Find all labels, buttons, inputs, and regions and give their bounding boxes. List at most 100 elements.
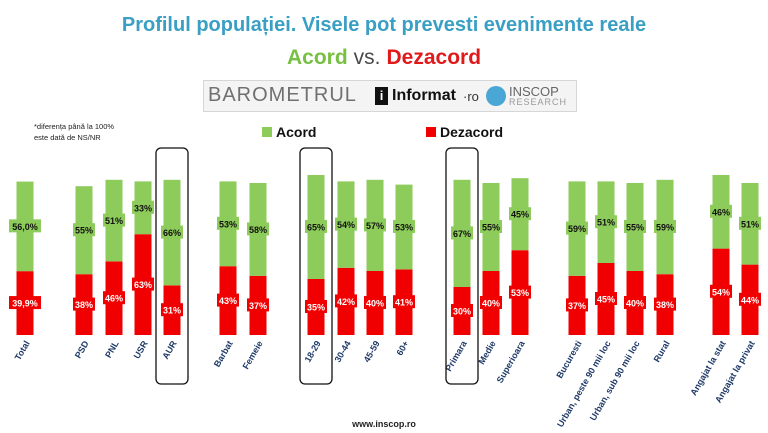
data-label-dezacord-psd: 38% — [75, 300, 93, 310]
data-label-acord-total: 56,0% — [12, 222, 38, 232]
label-bg-acord-60 — [393, 220, 415, 233]
label-bg-acord-bucuresti — [566, 221, 588, 235]
chart-title: Profilul populației. Visele pot prevesti… — [121, 14, 647, 36]
data-label-dezacord-usr: 63% — [134, 280, 152, 290]
label-bg-dezacord-urban-sub-90-mii-loc — [624, 296, 646, 309]
label-bg-dezacord-18-29 — [305, 300, 327, 313]
tick-label-18-29: 18-29 — [303, 339, 323, 364]
label-bg-acord-primara — [451, 226, 473, 240]
data-label-acord-18-29: 65% — [307, 223, 325, 233]
label-bg-dezacord-medie — [480, 296, 502, 309]
subtitle-agree: Acord — [286, 46, 348, 69]
data-label-acord-bucuresti: 59% — [568, 224, 586, 234]
data-label-dezacord-45-59: 40% — [366, 299, 384, 309]
footnote-line-2: este dată de NS/NR — [34, 133, 101, 142]
data-label-dezacord-aur: 31% — [163, 306, 181, 316]
legend-disagree-swatch — [426, 127, 436, 137]
data-label-dezacord-pnl: 46% — [105, 294, 123, 304]
label-bg-acord-rural — [654, 220, 676, 233]
tick-label-aur: AUR — [160, 339, 179, 361]
data-label-acord-psd: 55% — [75, 226, 93, 236]
label-bg-dezacord-primara — [451, 304, 473, 317]
tick-label-barbat: Barbat — [212, 339, 235, 369]
label-bg-dezacord-urban-peste-90-mii-loc — [595, 292, 617, 305]
data-label-acord-urban-sub-90-mii-loc: 55% — [626, 223, 644, 233]
tick-label-primara: Primara — [443, 338, 469, 373]
data-label-dezacord-60: 41% — [395, 298, 413, 308]
subtitle-vs: vs. — [353, 46, 381, 69]
label-bg-dezacord-aur — [161, 303, 183, 317]
inscop-research-text: RESEARCH — [509, 97, 568, 107]
label-bg-dezacord-usr — [132, 277, 154, 291]
informat-logo-suffix: ·ro — [463, 89, 479, 104]
data-label-dezacord-bucuresti: 37% — [568, 301, 586, 311]
data-label-acord-medie: 55% — [482, 223, 500, 233]
data-label-acord-primara: 67% — [453, 229, 471, 239]
label-bg-acord-urban-peste-90-mii-loc — [595, 215, 617, 229]
highlight-box-18-29 — [299, 147, 333, 385]
label-bg-acord-45-59 — [364, 218, 386, 232]
label-bg-dezacord-60 — [393, 295, 415, 309]
data-label-acord-angajat-la-privat: 51% — [741, 219, 759, 229]
data-label-acord-urban-peste-90-mii-loc: 51% — [597, 218, 615, 228]
data-label-dezacord-angajat-la-privat: 44% — [741, 295, 759, 305]
label-bg-acord-angajat-la-stat — [710, 204, 732, 218]
legend-disagree-label: Dezacord — [440, 124, 504, 140]
label-bg-acord-usr — [132, 200, 154, 214]
label-bg-acord-pnl — [103, 213, 125, 227]
label-bg-dezacord-barbat — [217, 293, 239, 307]
tick-label-45-59: 45-59 — [362, 339, 382, 364]
informat-logo-icon: i — [375, 87, 388, 105]
tick-label-30-44: 30-44 — [333, 339, 353, 364]
tick-label-total: Total — [13, 339, 32, 362]
data-label-acord-45-59: 57% — [366, 221, 384, 231]
tick-label-psd: PSD — [73, 339, 91, 360]
data-label-dezacord-superioara: 53% — [511, 288, 529, 298]
data-label-dezacord-30-44: 42% — [337, 297, 355, 307]
tick-label-rural: Rural — [652, 339, 672, 364]
highlight-box-primara — [445, 147, 479, 385]
data-label-dezacord-urban-sub-90-mii-loc: 40% — [626, 299, 644, 309]
label-bg-acord-total — [9, 219, 41, 233]
label-bg-acord-30-44 — [335, 217, 357, 231]
data-label-dezacord-femeie: 37% — [249, 301, 267, 311]
label-bg-acord-18-29 — [305, 220, 327, 233]
label-bg-dezacord-psd — [73, 297, 95, 311]
data-label-dezacord-medie: 40% — [482, 299, 500, 309]
data-label-dezacord-urban-peste-90-mii-loc: 45% — [597, 295, 615, 305]
data-label-acord-superioara: 45% — [511, 210, 529, 220]
data-label-acord-60: 53% — [395, 223, 413, 233]
label-bg-dezacord-superioara — [509, 285, 531, 299]
data-label-dezacord-total: 39,9% — [12, 299, 38, 309]
tick-label-femeie: Femeie — [241, 339, 265, 371]
footer-url: www.inscop.ro — [352, 419, 416, 429]
data-label-dezacord-rural: 38% — [656, 300, 674, 310]
label-bg-dezacord-rural — [654, 297, 676, 311]
legend-agree-label: Acord — [276, 124, 317, 140]
data-label-dezacord-primara: 30% — [453, 307, 471, 317]
label-bg-dezacord-30-44 — [335, 294, 357, 308]
data-label-acord-usr: 33% — [134, 203, 152, 213]
data-label-acord-aur: 66% — [163, 228, 181, 238]
barometer-logo-text: BAROMETRUL — [208, 84, 357, 106]
label-bg-acord-barbat — [217, 216, 239, 230]
barometer-logo-banner: BAROMETRUL i Informat ·ro INSCOP RESEARC… — [203, 80, 577, 112]
data-label-dezacord-angajat-la-stat: 54% — [712, 287, 730, 297]
label-bg-acord-urban-sub-90-mii-loc — [624, 220, 646, 233]
data-label-acord-rural: 59% — [656, 223, 674, 233]
footnote: *diferența până la 100% este dată de NS/… — [34, 121, 114, 143]
highlight-box-aur — [155, 147, 189, 385]
inscop-logo-icon — [486, 86, 506, 106]
tick-label-medie: Medie — [476, 339, 497, 366]
legend-agree-swatch — [262, 127, 272, 137]
label-bg-acord-aur — [161, 225, 183, 239]
footnote-line-1: *diferența până la 100% — [34, 122, 115, 131]
informat-logo-text: Informat — [392, 87, 456, 104]
chart-subtitle: Acord vs. Dezacord — [0, 46, 768, 70]
label-bg-dezacord-femeie — [247, 298, 269, 312]
label-bg-dezacord-total — [9, 296, 41, 310]
label-bg-acord-angajat-la-privat — [739, 216, 761, 230]
data-label-acord-30-44: 54% — [337, 220, 355, 230]
label-bg-dezacord-pnl — [103, 291, 125, 305]
